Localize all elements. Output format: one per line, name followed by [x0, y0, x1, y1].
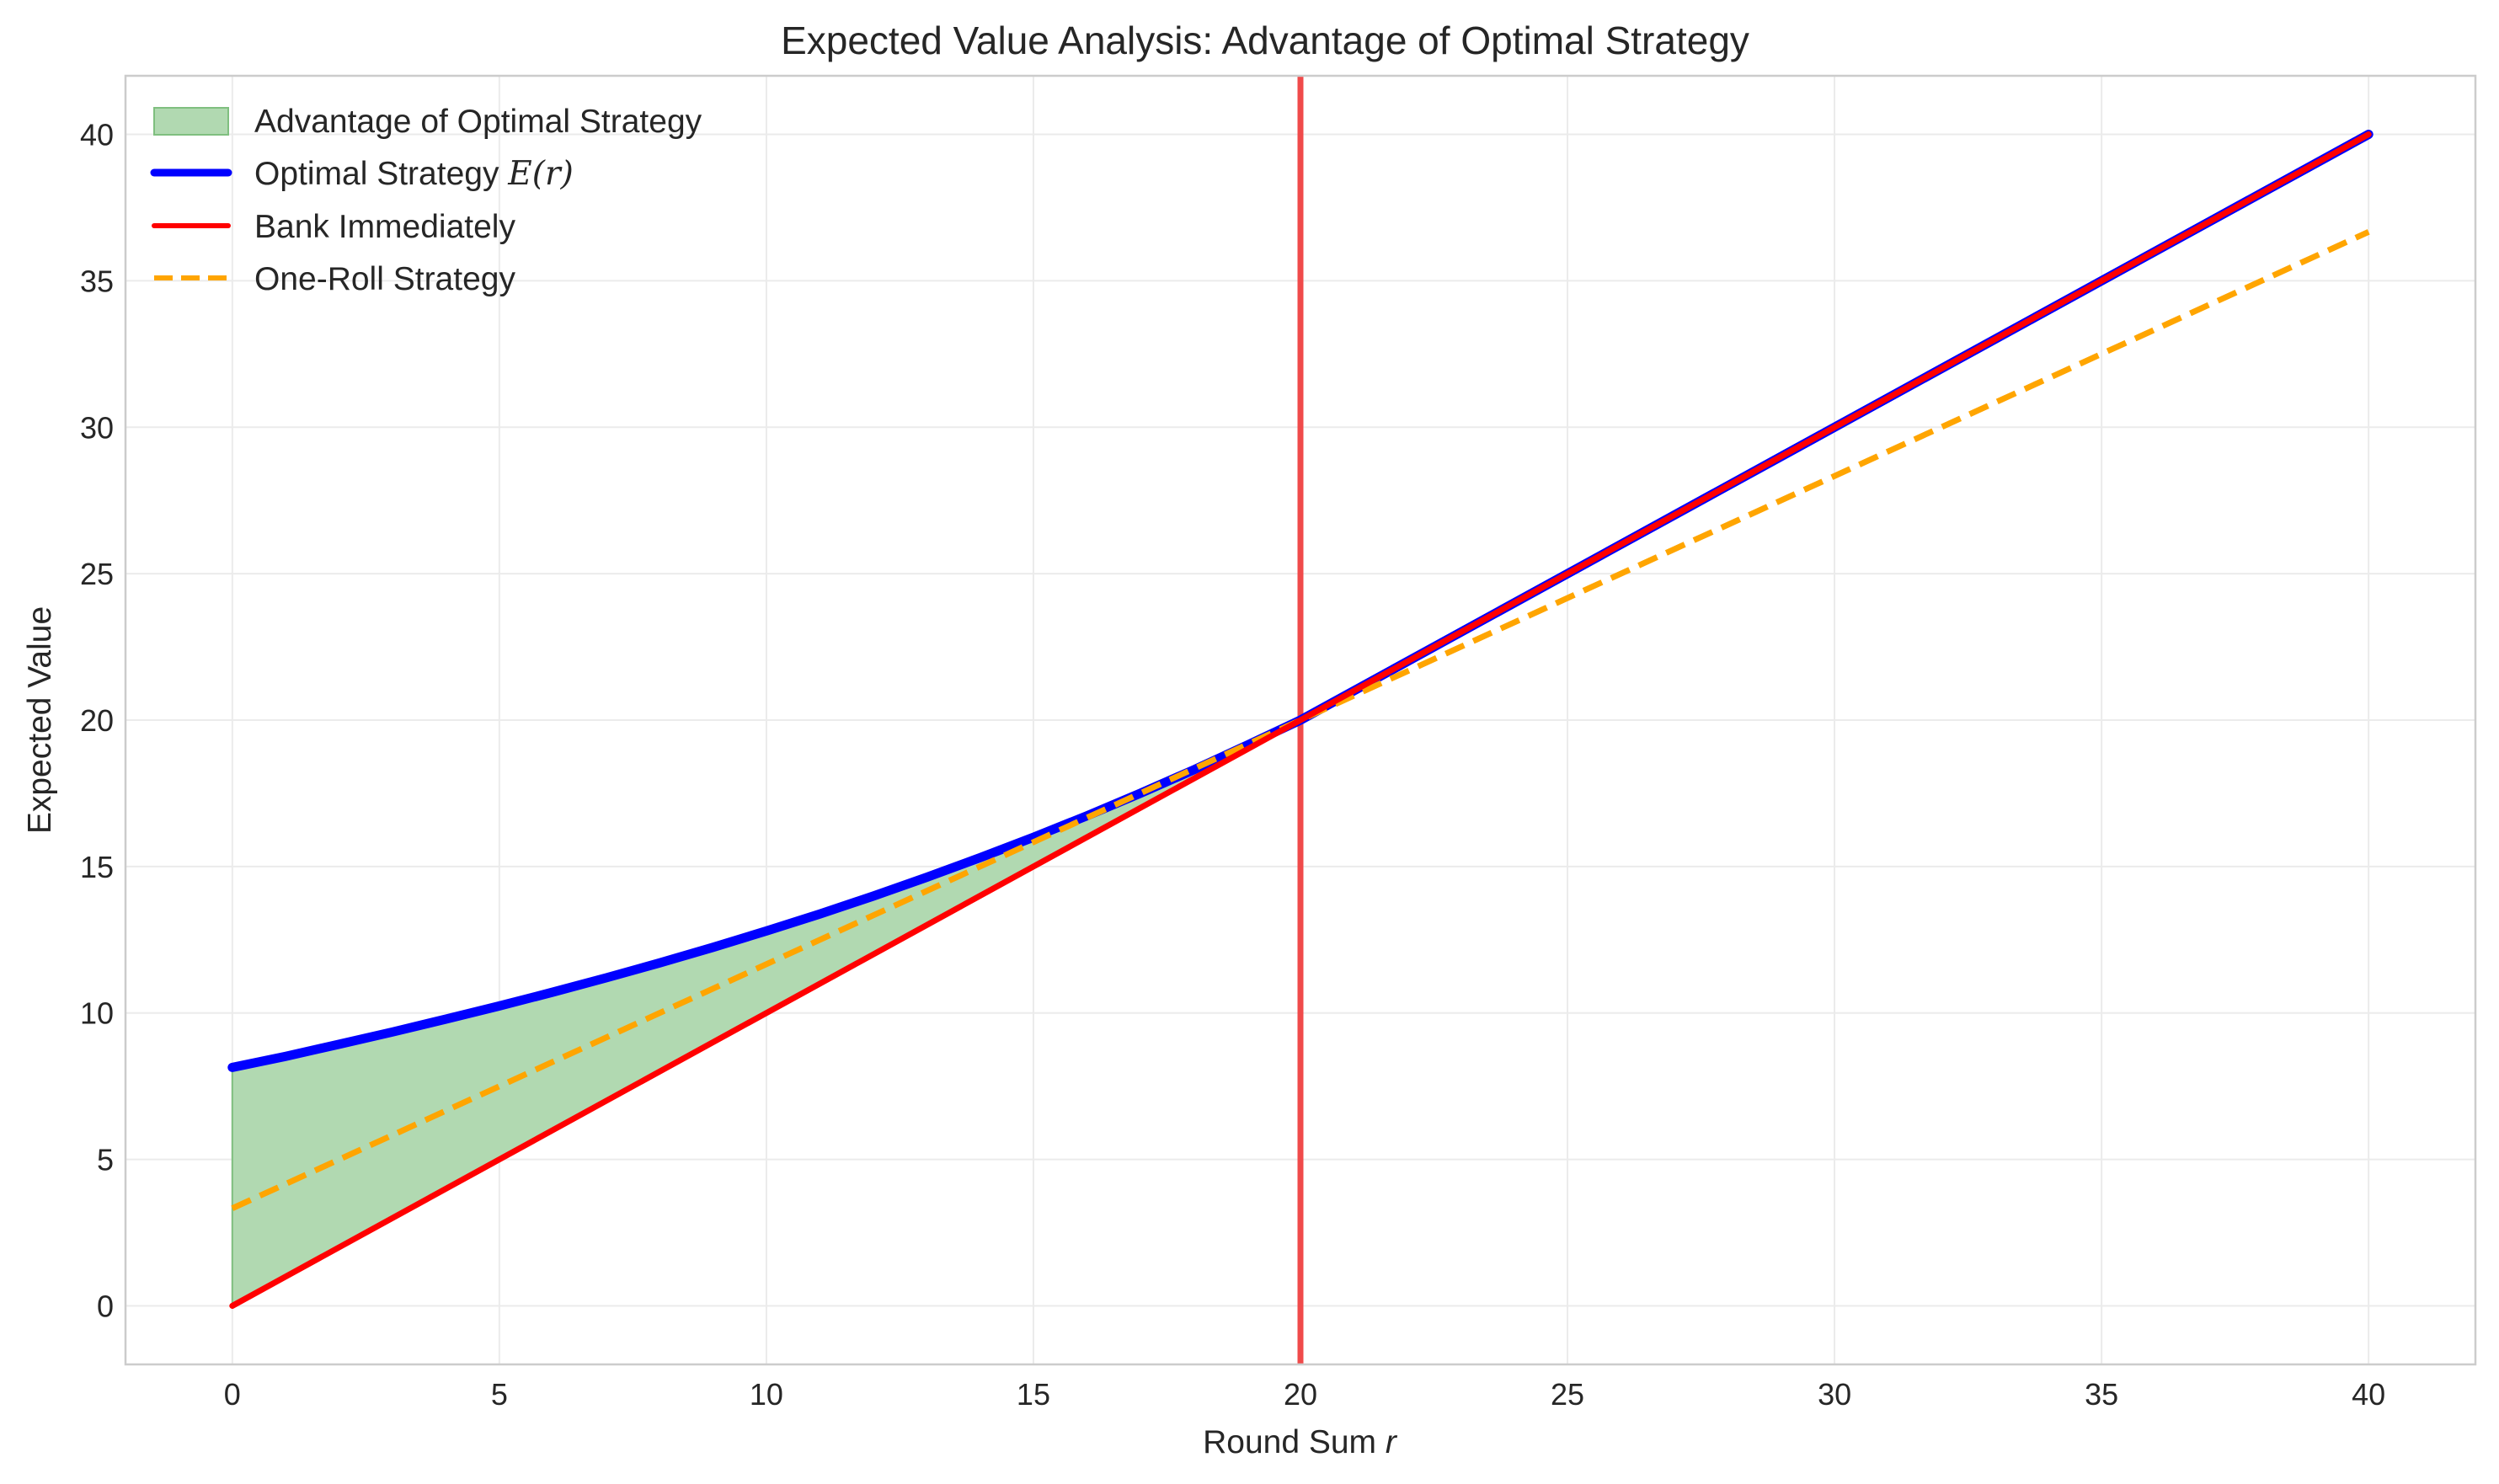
x-tick-label: 25 [1551, 1377, 1584, 1412]
y-tick-label: 20 [80, 703, 114, 738]
plot-frame [124, 74, 2477, 1366]
y-tick-label: 5 [97, 1143, 114, 1177]
x-tick-label: 30 [1818, 1377, 1851, 1412]
legend-swatch-advantage [153, 107, 229, 136]
x-axis-label: Round Sum r [1203, 1424, 1398, 1460]
legend-label-advantage: Advantage of Optimal Strategy [254, 104, 702, 140]
y-tick-label: 25 [80, 557, 114, 591]
x-axis-label-variable: r [1386, 1424, 1398, 1460]
series-line-one-roll [231, 229, 2370, 1211]
x-axis-label-text: Round Sum [1203, 1424, 1386, 1460]
legend-label-optimal-text: Optimal Strategy [254, 156, 508, 192]
x-tick-label: 10 [750, 1377, 783, 1412]
y-axis-ticks: 0 5 10 15 20 25 30 35 40 [80, 118, 114, 1324]
legend-label-one-roll: One-Roll Strategy [254, 261, 515, 297]
legend-label-optimal: Optimal Strategy E(r) [254, 155, 574, 193]
chart-title: Expected Value Analysis: Advantage of Op… [781, 19, 1749, 62]
legend-label-optimal-math: E(r) [507, 155, 574, 193]
x-tick-label: 0 [224, 1377, 241, 1412]
legend-label-bank: Bank Immediately [254, 209, 515, 245]
y-tick-label: 0 [97, 1289, 114, 1323]
x-tick-label: 35 [2085, 1377, 2118, 1412]
y-tick-label: 40 [80, 118, 114, 152]
y-axis-label: Expected Value [22, 606, 58, 834]
x-tick-label: 40 [2352, 1377, 2385, 1412]
x-tick-label: 15 [1017, 1377, 1050, 1412]
y-tick-label: 35 [80, 264, 114, 298]
legend: Advantage of Optimal Strategy Optimal St… [150, 104, 702, 297]
x-tick-label: 5 [491, 1377, 508, 1412]
series-line-optimal [227, 130, 2374, 1072]
series-layer [227, 76, 2374, 1364]
y-tick-label: 10 [80, 996, 114, 1031]
y-tick-label: 30 [80, 410, 114, 445]
y-tick-label: 15 [80, 850, 114, 884]
x-tick-label: 20 [1284, 1377, 1317, 1412]
x-axis-ticks: 0 5 10 15 20 25 30 35 40 [224, 1377, 2385, 1412]
